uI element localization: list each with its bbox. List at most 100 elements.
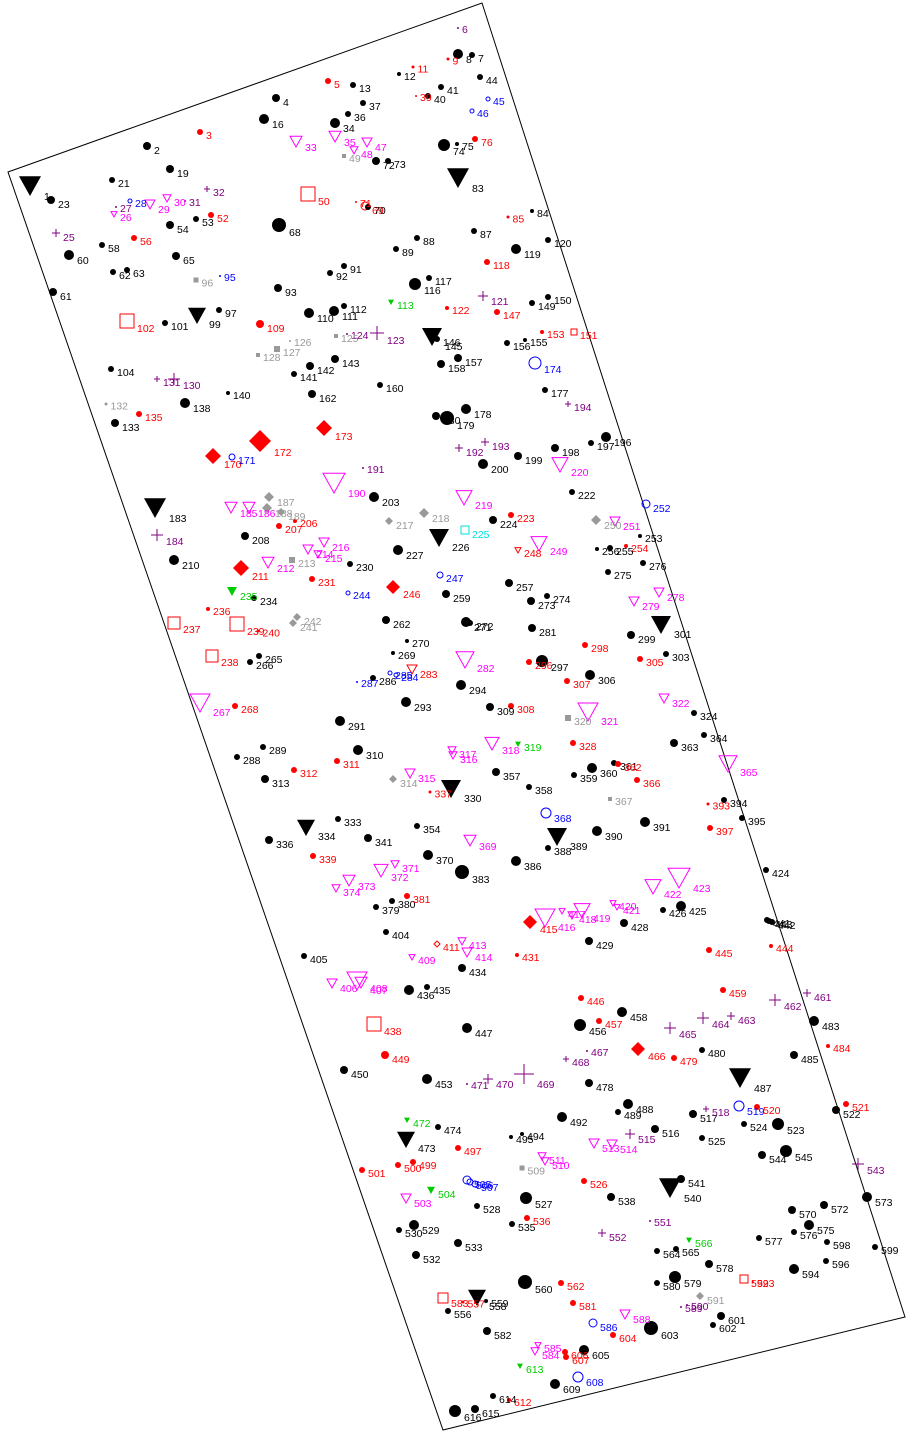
point-marker-279 (628, 596, 640, 608)
point-marker-613 (517, 1363, 523, 1369)
point-label-197: 197 (597, 441, 615, 453)
point-marker-310 (353, 745, 363, 755)
point-marker-436 (404, 985, 414, 995)
point-marker-254 (624, 544, 628, 548)
point-marker-592 (739, 1274, 749, 1284)
point-label-203: 203 (382, 497, 400, 509)
point-label-457: 457 (605, 1019, 623, 1031)
point-marker-484 (826, 1044, 830, 1048)
point-marker-466 (631, 1042, 645, 1056)
point-label-436: 436 (417, 990, 435, 1002)
point-label-423: 423 (693, 883, 711, 895)
point-marker-128 (256, 353, 260, 357)
point-label-603: 603 (661, 1330, 679, 1342)
point-label-495: 495 (516, 1134, 534, 1146)
point-label-138: 138 (193, 403, 211, 415)
point-marker-602 (710, 1322, 716, 1328)
point-label-58: 58 (108, 243, 120, 255)
point-label-421: 421 (623, 905, 641, 917)
point-label-247: 247 (446, 573, 464, 585)
point-marker-495 (509, 1135, 513, 1139)
point-label-180: 180 (443, 415, 461, 427)
point-marker-308 (508, 703, 514, 709)
point-label-210: 210 (182, 560, 200, 572)
point-marker-121 (478, 291, 488, 301)
point-label-499: 499 (419, 1160, 437, 1172)
point-marker-157 (454, 354, 462, 362)
point-marker-470 (483, 1074, 493, 1084)
point-marker-208 (241, 532, 249, 540)
point-label-485: 485 (801, 1054, 819, 1066)
point-marker-158 (437, 360, 445, 368)
point-marker-281 (528, 624, 536, 632)
point-label-339: 339 (319, 854, 337, 866)
point-label-262: 262 (393, 619, 411, 631)
point-label-360: 360 (600, 768, 618, 780)
point-label-299: 299 (638, 634, 656, 646)
point-marker-133 (111, 419, 119, 427)
point-marker-153 (540, 330, 544, 334)
point-label-127: 127 (283, 347, 301, 359)
point-marker-40 (425, 93, 431, 99)
point-marker-151 (570, 328, 578, 336)
point-label-308: 308 (517, 704, 535, 716)
point-marker-589 (680, 1306, 682, 1308)
point-label-4: 4 (283, 97, 289, 109)
point-marker-594 (789, 1264, 799, 1274)
point-marker-197 (588, 440, 594, 446)
point-marker-186 (242, 501, 256, 515)
point-label-150: 150 (554, 295, 572, 307)
point-marker-426 (660, 907, 666, 913)
point-label-463: 463 (738, 1015, 756, 1027)
point-label-36: 36 (354, 112, 366, 124)
point-marker-586 (588, 1318, 598, 1328)
point-marker-428 (620, 919, 628, 927)
point-marker-438 (366, 1016, 382, 1032)
point-label-573: 573 (875, 1197, 893, 1209)
point-marker-538 (607, 1193, 615, 1201)
point-marker-516 (651, 1125, 659, 1133)
point-label-112: 112 (350, 304, 367, 316)
point-marker-524 (741, 1121, 747, 1127)
point-label-317: 317 (459, 749, 477, 761)
point-label-151: 151 (580, 330, 598, 342)
point-marker-357 (492, 768, 500, 776)
point-marker-269 (391, 651, 395, 655)
point-label-196: 196 (614, 437, 632, 449)
point-marker-257 (505, 579, 513, 587)
point-label-426: 426 (669, 908, 687, 920)
point-label-608: 608 (586, 1377, 604, 1389)
point-marker-218 (419, 508, 429, 518)
point-marker-507 (471, 1180, 479, 1188)
point-marker-130 (168, 373, 180, 385)
point-marker-191 (362, 467, 364, 469)
point-label-321: 321 (601, 716, 619, 728)
point-marker-39 (415, 95, 417, 97)
point-label-516: 516 (662, 1128, 680, 1140)
point-label-489: 489 (624, 1110, 642, 1122)
point-marker-109 (256, 320, 264, 328)
point-marker-131 (154, 376, 160, 382)
point-marker-321 (577, 702, 599, 723)
point-marker-395 (739, 815, 745, 821)
point-label-586: 586 (600, 1322, 618, 1334)
point-marker-330 (441, 780, 461, 798)
point-marker-225 (460, 525, 470, 535)
point-marker-415 (523, 915, 537, 929)
point-label-445: 445 (715, 948, 733, 960)
point-marker-23 (47, 196, 55, 204)
point-label-314: 314 (400, 778, 418, 790)
point-label-389: 389 (570, 841, 588, 853)
point-label-5: 5 (334, 79, 340, 91)
point-marker-320 (565, 715, 571, 721)
point-marker-461 (803, 989, 811, 997)
point-label-575: 575 (817, 1225, 835, 1237)
point-label-293: 293 (414, 702, 432, 714)
point-label-307: 307 (573, 679, 591, 691)
point-marker-111 (329, 306, 339, 316)
point-marker-19 (166, 165, 174, 173)
point-label-99: 99 (209, 319, 221, 331)
point-label-34: 34 (343, 123, 355, 135)
point-label-60: 60 (77, 255, 89, 267)
point-label-525: 525 (708, 1136, 726, 1148)
